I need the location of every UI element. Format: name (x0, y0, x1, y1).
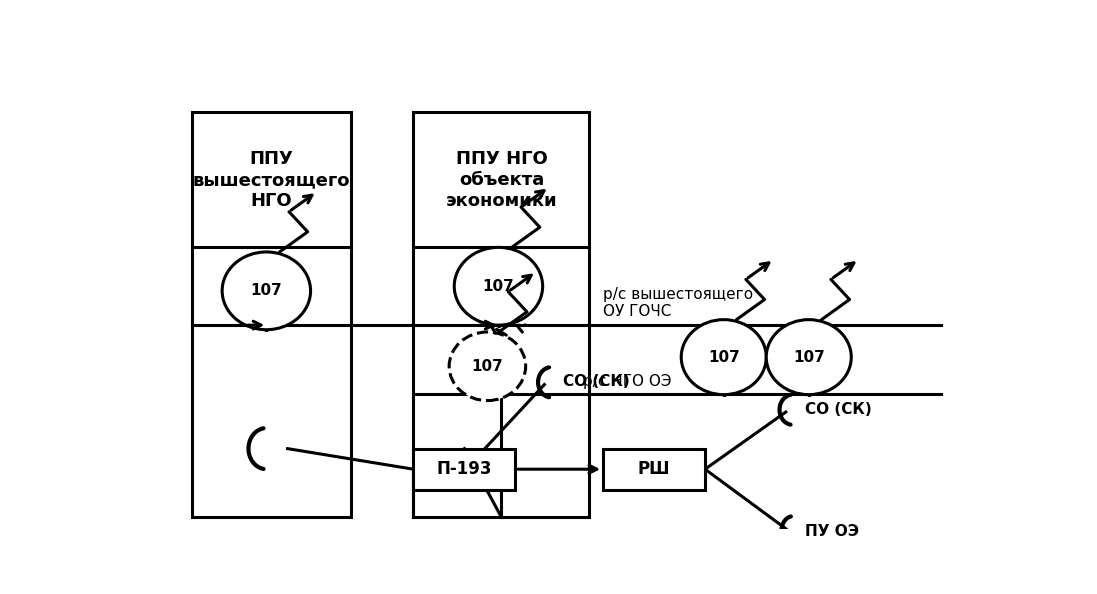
Ellipse shape (449, 332, 525, 400)
Text: ППУ
вышестоящего
НГО: ППУ вышестоящего НГО (192, 150, 350, 210)
Ellipse shape (681, 320, 766, 394)
Text: 107: 107 (250, 283, 282, 298)
Text: р/с вышестоящего
ОУ ГОЧС: р/с вышестоящего ОУ ГОЧС (603, 287, 754, 319)
Bar (414, 448, 516, 490)
Text: СО (СК): СО (СК) (563, 374, 630, 389)
Text: 107: 107 (793, 350, 825, 365)
Text: ПУ ОЭ: ПУ ОЭ (804, 524, 859, 539)
Text: СО (СК): СО (СК) (804, 402, 871, 417)
Text: ППУ НГО
объекта
экономики: ППУ НГО объекта экономики (445, 150, 557, 210)
Ellipse shape (454, 247, 543, 325)
Text: П-193: П-193 (437, 460, 493, 478)
Text: р/с НГО ОЭ: р/с НГО ОЭ (584, 374, 672, 388)
Ellipse shape (222, 252, 310, 330)
Text: 107: 107 (472, 359, 504, 374)
Text: 107: 107 (483, 279, 514, 294)
Ellipse shape (767, 320, 851, 394)
Text: 107: 107 (708, 350, 739, 365)
Bar (414, 112, 589, 517)
Bar (603, 448, 705, 490)
Text: РШ: РШ (637, 460, 670, 478)
Bar (192, 112, 351, 517)
